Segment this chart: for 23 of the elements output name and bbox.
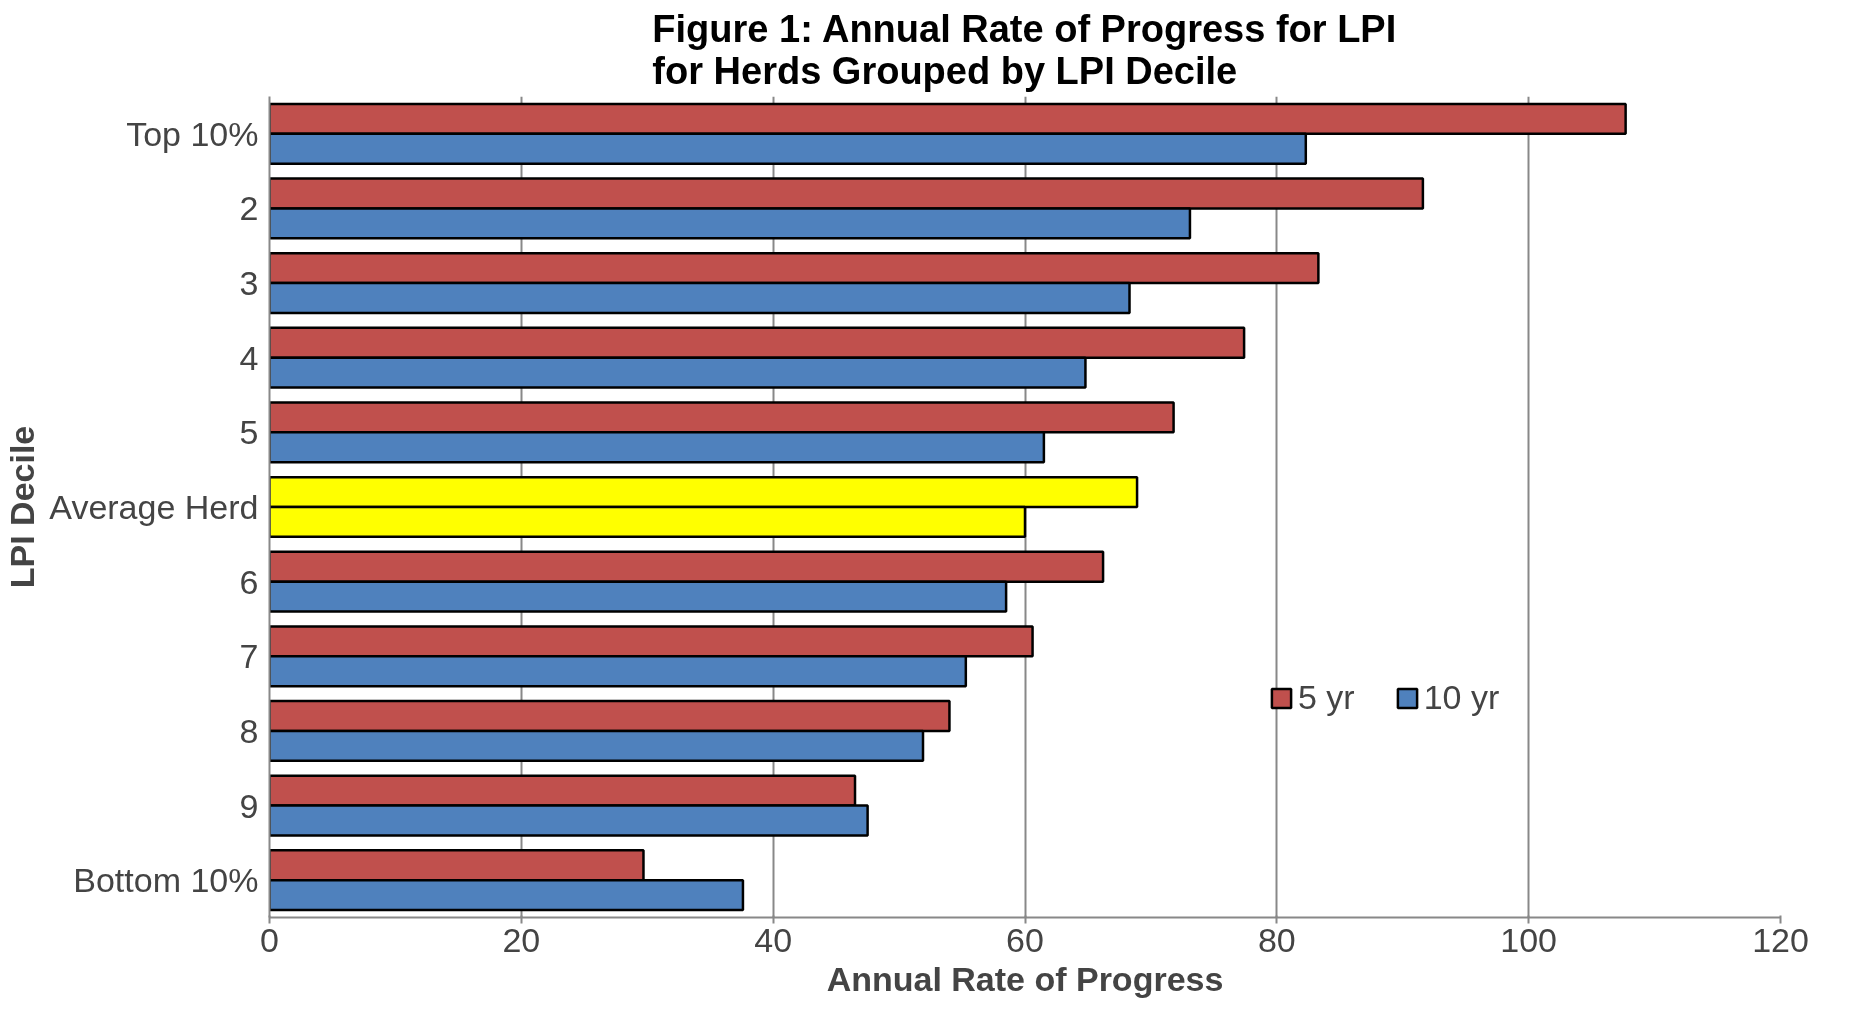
chart-title: Figure 1: Annual Rate of Progress for LPI for Herds Grouped by LPI Decile <box>652 7 1397 92</box>
x-tick-label: 20 <box>502 920 541 959</box>
y-tick-label: 7 <box>239 637 259 676</box>
y-tick-label: 6 <box>239 562 259 601</box>
y-tick-label: 3 <box>239 264 259 303</box>
x-tick-label: 40 <box>754 920 793 959</box>
x-tick-label: 100 <box>1500 920 1558 959</box>
y-axis-title: LPI Decile <box>3 425 42 589</box>
x-tick-label: 120 <box>1752 920 1809 959</box>
x-axis-title: Annual Rate of Progress <box>826 959 1224 998</box>
legend-label: 5 yr <box>1298 678 1355 717</box>
x-tick-label: 80 <box>1257 920 1296 959</box>
y-tick-label: 4 <box>239 338 259 377</box>
y-tick-label: Top 10% <box>126 114 259 153</box>
legend-label: 10 yr <box>1423 678 1500 717</box>
y-tick-label: Bottom 10% <box>73 861 259 900</box>
y-tick-label: 8 <box>239 711 259 750</box>
x-tick-label: 0 <box>260 920 279 959</box>
x-tick-label: 60 <box>1006 920 1044 959</box>
y-tick-label: 5 <box>239 413 259 452</box>
y-tick-label: Average Herd <box>49 488 259 526</box>
y-tick-label: 2 <box>239 189 259 228</box>
y-tick-label: 9 <box>239 786 259 825</box>
